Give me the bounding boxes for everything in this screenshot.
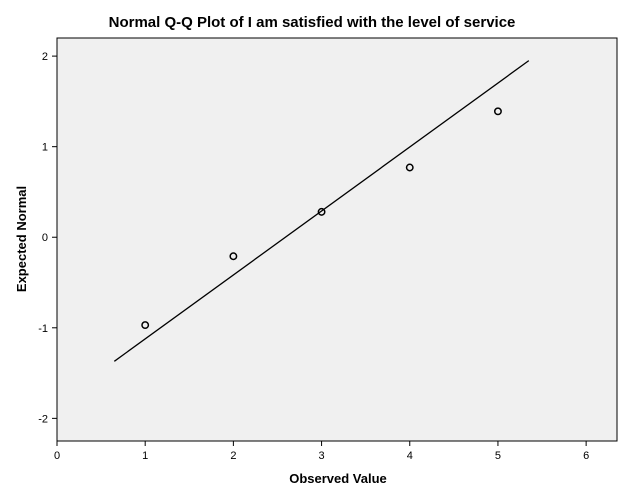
chart-title: Normal Q-Q Plot of I am satisfied with t… — [109, 14, 516, 31]
x-tick-label: 2 — [230, 450, 236, 462]
reference-line — [113, 60, 530, 362]
data-point — [405, 163, 414, 172]
y-tick-label: 2 — [42, 51, 48, 63]
plot-area — [56, 37, 618, 442]
x-tick-label: 1 — [142, 450, 148, 462]
x-tick-label: 0 — [54, 450, 60, 462]
x-tick-label: 4 — [407, 450, 413, 462]
y-axis-label: Expected Normal — [14, 186, 29, 292]
data-point — [229, 252, 238, 261]
data-point — [493, 107, 502, 116]
x-tick-label: 5 — [495, 450, 501, 462]
x-tick-label: 6 — [583, 450, 589, 462]
data-points — [141, 107, 502, 330]
x-axis: 0 1 2 3 4 5 6 — [54, 441, 589, 462]
y-tick-label: 0 — [42, 232, 48, 244]
x-tick-label: 3 — [319, 450, 325, 462]
data-point — [141, 321, 150, 330]
y-tick-label: 1 — [42, 142, 48, 154]
y-axis: -2 -1 0 1 2 — [38, 51, 57, 425]
x-axis-label: Observed Value — [289, 471, 387, 486]
y-tick-label: -2 — [38, 413, 48, 425]
y-tick-label: -1 — [38, 323, 48, 335]
data-point — [317, 207, 326, 216]
